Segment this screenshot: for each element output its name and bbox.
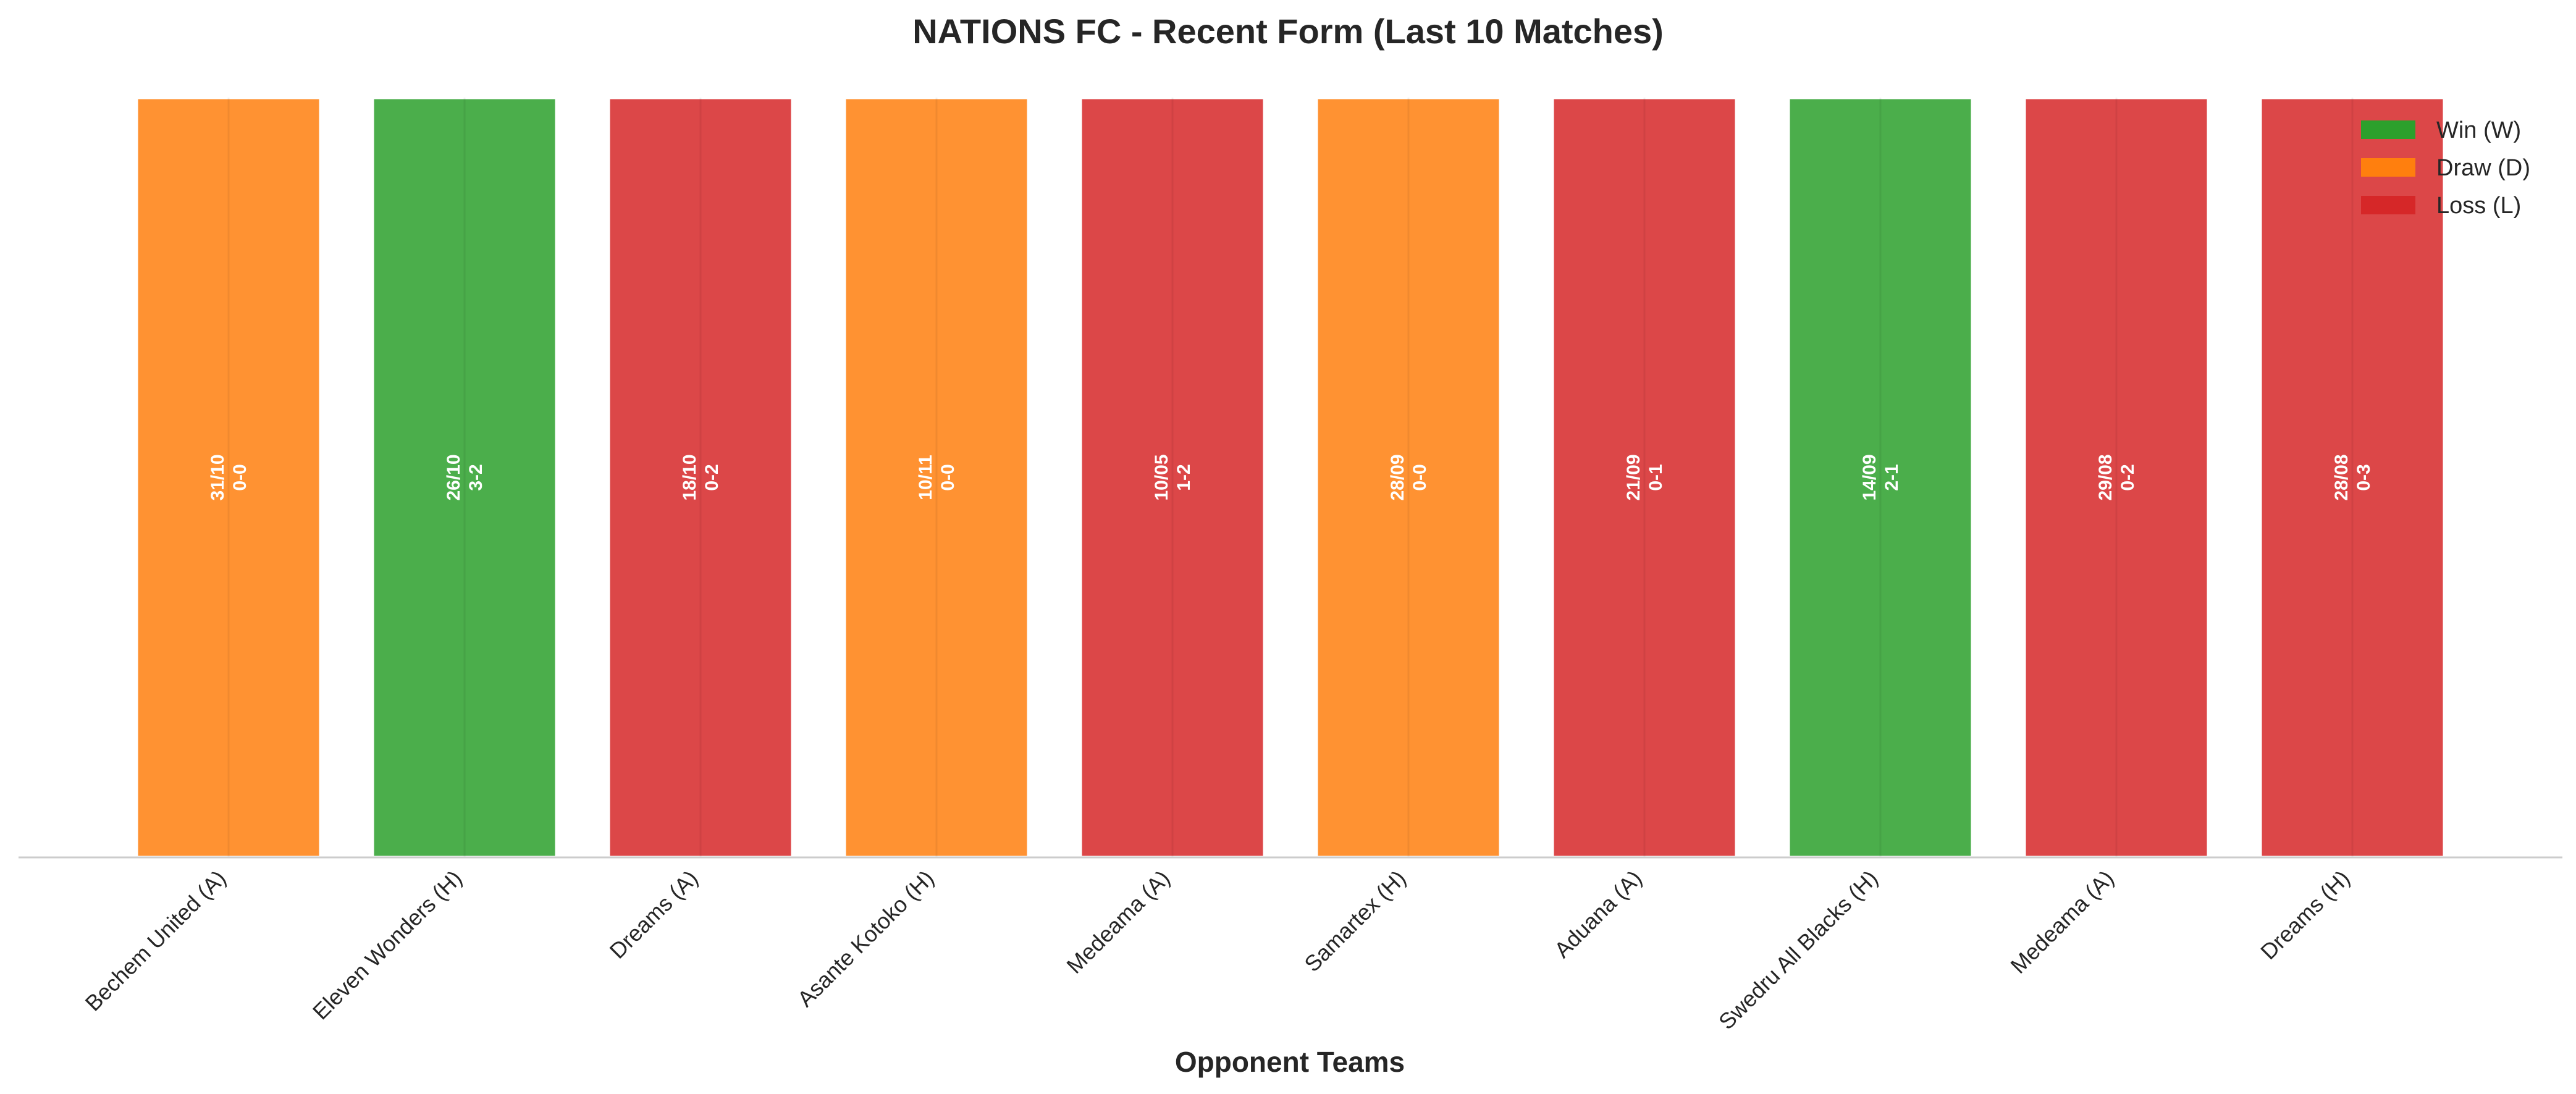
match-date: 31/10 bbox=[208, 454, 228, 500]
match-score: 0-0 bbox=[230, 464, 250, 490]
match-score: 2-1 bbox=[1882, 464, 1902, 490]
bar bbox=[1551, 96, 1738, 859]
x-tick-label: Medeama (A) bbox=[1061, 865, 1174, 978]
bar-label: 14/09 2-1 bbox=[1859, 454, 1902, 500]
match-date: 21/09 bbox=[1623, 454, 1644, 500]
match-date: 28/09 bbox=[1387, 454, 1408, 500]
bar bbox=[1315, 96, 1502, 859]
match-score: 1-2 bbox=[1174, 464, 1194, 490]
bar bbox=[371, 96, 558, 859]
match-date: 29/08 bbox=[2095, 454, 2116, 500]
match-score: 0-3 bbox=[2354, 464, 2374, 490]
x-tick-label: Medeama (A) bbox=[2005, 865, 2118, 978]
bar-label: 31/10 0-0 bbox=[208, 454, 250, 500]
legend-label: Draw (D) bbox=[2436, 155, 2530, 181]
x-tick-label: Swedru All Blacks (H) bbox=[1714, 865, 1883, 1035]
x-tick-label: Aduana (A) bbox=[1549, 865, 1647, 963]
legend: Win (W) Draw (D) Loss (L) bbox=[2361, 117, 2530, 219]
chart-title: NATIONS FC - Recent Form (Last 10 Matche… bbox=[912, 12, 1664, 51]
match-date: 18/10 bbox=[680, 454, 700, 500]
bar bbox=[135, 96, 322, 859]
x-tick-label: Asante Kotoko (H) bbox=[793, 865, 939, 1012]
bar-label: 29/08 0-2 bbox=[2095, 454, 2138, 500]
x-tick-label: Dreams (A) bbox=[605, 865, 703, 964]
bar-label: 28/08 0-3 bbox=[2331, 454, 2374, 500]
bar-label: 10/11 0-0 bbox=[915, 455, 958, 500]
x-tick-labels: Bechem United (A) Eleven Wonders (H) Dream… bbox=[80, 865, 2355, 1035]
legend-label: Loss (L) bbox=[2436, 193, 2521, 219]
legend-swatch bbox=[2361, 196, 2415, 214]
bar bbox=[607, 96, 794, 859]
bars-group: 31/10 0-0 26/10 3-2 18/10 0-2 10/11 0-0 10/05 1-2… bbox=[135, 96, 2446, 859]
match-date: 10/11 bbox=[915, 455, 936, 500]
x-tick-label: Samartex (H) bbox=[1299, 865, 1410, 977]
match-score: 0-0 bbox=[1410, 464, 1430, 490]
x-tick-label: Dreams (H) bbox=[2255, 865, 2355, 965]
bar-label: 10/05 1-2 bbox=[1151, 454, 1194, 500]
bar-label: 18/10 0-2 bbox=[680, 454, 722, 500]
legend-swatch bbox=[2361, 158, 2415, 177]
bar-label: 28/09 0-0 bbox=[1387, 454, 1430, 500]
bar bbox=[2258, 96, 2446, 859]
bar-label: 26/10 3-2 bbox=[444, 454, 486, 500]
match-score: 0-2 bbox=[2118, 464, 2138, 490]
x-axis-label: Opponent Teams bbox=[1175, 1046, 1405, 1078]
match-score: 3-2 bbox=[466, 464, 486, 490]
match-score: 0-0 bbox=[938, 464, 958, 490]
bar-label: 21/09 0-1 bbox=[1623, 454, 1666, 500]
match-date: 14/09 bbox=[1859, 454, 1880, 500]
bar bbox=[1079, 96, 1266, 859]
legend-swatch bbox=[2361, 120, 2415, 139]
legend-label: Win (W) bbox=[2436, 117, 2521, 143]
x-tick-label: Eleven Wonders (H) bbox=[308, 865, 467, 1025]
x-tick-label: Bechem United (A) bbox=[80, 865, 231, 1016]
bar bbox=[843, 96, 1030, 859]
match-score: 0-1 bbox=[1646, 464, 1666, 490]
match-date: 10/05 bbox=[1151, 454, 1172, 500]
match-date: 28/08 bbox=[2331, 454, 2352, 500]
match-score: 0-2 bbox=[702, 464, 722, 490]
match-date: 26/10 bbox=[444, 454, 464, 500]
